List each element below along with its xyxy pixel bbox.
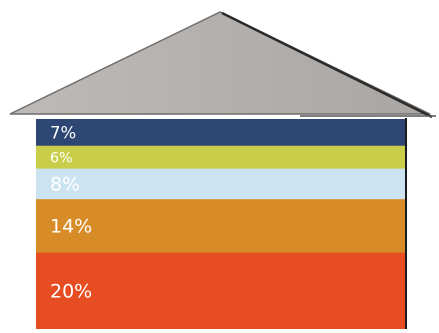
band-2	[36, 145, 405, 170]
band-label-2: 6%	[50, 150, 73, 166]
roof-edge-shadow	[221, 11, 433, 119]
band-label-3: 8%	[50, 174, 80, 196]
stacked-bands: 7% 6% 8% 14% 20%	[36, 119, 405, 330]
band-1	[36, 119, 405, 147]
band-4	[36, 199, 405, 254]
roof-shape	[9, 11, 431, 115]
band-3	[36, 168, 405, 200]
band-label-5: 20%	[50, 281, 92, 303]
band-label-4: 14%	[50, 216, 92, 238]
band-label-1: 7%	[50, 123, 76, 142]
band-5	[36, 252, 405, 330]
